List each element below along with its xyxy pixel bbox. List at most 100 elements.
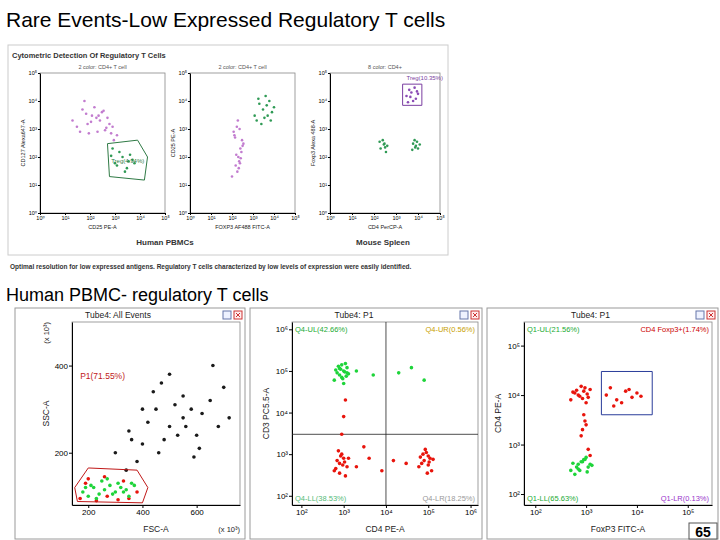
cell-point xyxy=(151,390,155,394)
cell-point xyxy=(113,139,116,142)
cell-point xyxy=(408,89,411,92)
y-tick-mark xyxy=(328,213,330,214)
flow-plot: 10⁰10¹10²10³10⁴10⁵10⁰10¹10²10³10⁴10⁵Treg… xyxy=(310,64,445,230)
x-tick: 10⁰ xyxy=(326,213,335,221)
cell-point xyxy=(135,460,139,464)
window-close-icon xyxy=(709,313,713,317)
window-close-button[interactable] xyxy=(707,311,715,319)
y-tick-mark xyxy=(289,496,292,497)
gate xyxy=(403,84,422,105)
cell-point xyxy=(344,474,348,478)
x-axis-line xyxy=(293,505,479,506)
y-tick: 10² xyxy=(276,492,292,501)
x-tick: 600 xyxy=(190,505,204,517)
window-button[interactable] xyxy=(460,311,468,319)
gate-label: Treg(4.94%) xyxy=(111,158,144,164)
y-tick: 10⁴ xyxy=(276,409,292,418)
cell-point xyxy=(583,419,587,423)
x-tick-label: 10³ xyxy=(581,508,593,517)
cell-point xyxy=(241,139,244,142)
plot-title: 2 color: CD4+ T cell xyxy=(218,64,266,70)
cell-point xyxy=(417,147,420,150)
y-axis: 10⁰10¹10²10³10⁴10⁵ xyxy=(29,70,41,216)
window-button[interactable] xyxy=(696,311,704,319)
cell-point xyxy=(335,459,339,463)
x-tick: 10⁴ xyxy=(631,505,644,517)
cell-point xyxy=(104,129,107,132)
cell-point xyxy=(627,388,631,392)
cell-point xyxy=(89,484,93,488)
cell-point xyxy=(569,398,573,402)
cell-point xyxy=(232,130,235,133)
y-tick-label: 10³ xyxy=(276,450,288,459)
plot-window xyxy=(15,308,245,539)
cell-point xyxy=(341,463,345,467)
cell-point xyxy=(410,91,413,94)
y-axis-title: CD127 Alexa647-A xyxy=(20,119,26,166)
cell-point xyxy=(578,394,582,398)
x-tick-label: 10¹ xyxy=(349,215,357,221)
sample-label: Human PBMCs xyxy=(136,238,194,247)
cell-point xyxy=(605,393,609,397)
cell-point xyxy=(340,363,344,367)
cell-point xyxy=(95,497,99,501)
x-tick-label: 10² xyxy=(87,215,95,221)
y-tick-label: 10⁴ xyxy=(179,98,188,104)
gate xyxy=(601,371,652,414)
plot-title: Tube4: All Events xyxy=(85,310,151,320)
x-tick: 10¹ xyxy=(62,213,70,221)
cell-point xyxy=(105,494,109,498)
cell-point xyxy=(227,416,231,420)
x-tick-label: 10⁴ xyxy=(414,215,423,221)
y-tick-mark xyxy=(188,101,190,102)
cell-point xyxy=(411,149,414,152)
y-tick-label: 10⁵ xyxy=(179,70,187,76)
flow-plot: 10⁰10¹10²10³10⁴10⁵10⁰10¹10²10³10⁴10⁵2 co… xyxy=(170,64,300,230)
quadrant-label: Q1-UL(21.56%) xyxy=(527,325,580,334)
x-tick: 10⁰ xyxy=(36,213,45,221)
y-tick-label: 10⁴ xyxy=(508,391,521,400)
cell-point xyxy=(416,140,419,143)
cell-point xyxy=(240,151,243,154)
cell-point xyxy=(181,394,185,398)
x-axis: 10²10³10⁴10⁵10⁶ xyxy=(293,505,479,517)
cell-point xyxy=(84,486,88,490)
window-button[interactable] xyxy=(223,311,231,319)
x-tick-label: 400 xyxy=(136,508,150,517)
plot-frame xyxy=(40,73,165,213)
cell-point xyxy=(383,143,386,146)
cell-point xyxy=(339,454,343,458)
y-tick: 10⁰ xyxy=(29,210,40,216)
cell-point xyxy=(412,142,415,145)
y-tick: 10⁴ xyxy=(319,98,330,104)
cell-point xyxy=(612,404,616,408)
cell-point xyxy=(343,460,347,464)
cell-point xyxy=(421,452,425,456)
cell-point xyxy=(418,143,421,146)
cell-point xyxy=(97,492,101,496)
x-tick-label: 10³ xyxy=(250,215,258,221)
cell-point xyxy=(116,481,120,485)
window-close-button[interactable] xyxy=(471,311,479,319)
y-axis-unit: (x 10³) xyxy=(42,322,51,344)
figure-frame xyxy=(8,45,448,255)
cell-point xyxy=(430,469,434,473)
window-close-icon xyxy=(473,313,477,317)
cell-point xyxy=(431,458,435,462)
cell-point xyxy=(588,388,592,392)
x-axis: 10²10³10⁴10⁵ xyxy=(525,505,713,517)
cell-point xyxy=(380,469,384,473)
plot-title: Tube4: P1 xyxy=(335,310,374,320)
cell-point xyxy=(181,416,185,420)
y-tick-mark xyxy=(38,73,40,74)
y-tick-mark xyxy=(38,157,40,158)
y-tick-label: 10⁰ xyxy=(29,210,38,216)
x-tick: 10¹ xyxy=(208,213,216,221)
window-close-button[interactable] xyxy=(234,311,242,319)
cell-point xyxy=(110,132,113,135)
cell-point xyxy=(397,371,401,375)
y-tick-label: 10⁵ xyxy=(319,70,327,76)
cell-point xyxy=(116,134,119,137)
cell-point xyxy=(383,142,386,145)
y-tick-label: 10⁴ xyxy=(29,98,38,104)
